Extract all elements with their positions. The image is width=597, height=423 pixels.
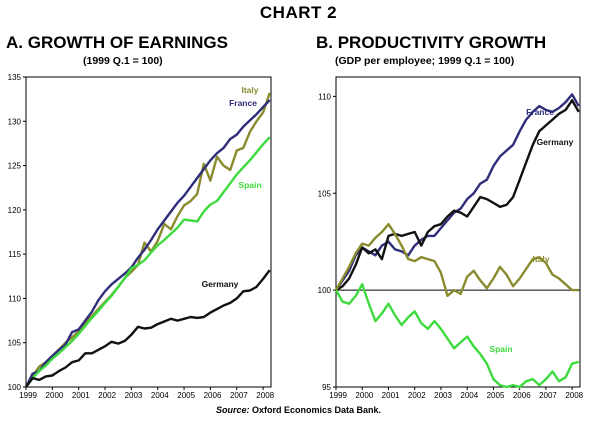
source-label: Source: [215, 405, 250, 415]
x-tick-label: 2000 [46, 391, 64, 400]
series-line-italy [334, 222, 579, 298]
plot-frame [25, 76, 272, 388]
series-label-spain: Spain [238, 180, 261, 190]
y-tick-label: 125 [8, 162, 22, 171]
x-tick-label: 2004 [460, 391, 478, 400]
series-line-germany [25, 269, 271, 388]
series-label-spain: Spain [489, 344, 512, 354]
y-tick-label: 100 [8, 383, 22, 392]
series-label-france: France [229, 98, 257, 108]
series-label-italy: Italy [241, 85, 258, 95]
y-tick-label: 105 [318, 189, 332, 198]
x-tick-label: 2002 [98, 391, 116, 400]
series-label-germany: Germany [202, 279, 239, 289]
x-tick-label: 2005 [177, 391, 195, 400]
x-tick-label: 2007 [230, 391, 248, 400]
source-text: Oxford Economics Data Bank. [251, 405, 382, 415]
x-tick-label: 2004 [151, 391, 169, 400]
y-tick-label: 100 [318, 286, 332, 295]
series-label-france: France [526, 107, 554, 117]
x-tick-label: 2008 [256, 391, 274, 400]
plot-frame [335, 76, 581, 388]
panel-b-title: B. PRODUCTIVITY GROWTH [316, 33, 547, 52]
series-line-germany [335, 99, 580, 292]
series-line-spain [25, 136, 271, 388]
x-tick-label: 2000 [355, 391, 373, 400]
series-label-italy: Italy [532, 254, 549, 264]
chart-heading: CHART 2 [259, 3, 338, 22]
x-tick-label: 1999 [329, 391, 347, 400]
y-tick-label: 105 [8, 339, 22, 348]
series-line-spain [334, 283, 580, 389]
panel-b-subtitle: (GDP per employee; 1999 Q.1 = 100) [335, 55, 515, 67]
series-label-germany: Germany [537, 137, 574, 147]
x-tick-label: 2005 [487, 391, 505, 400]
x-tick-label: 2001 [382, 391, 400, 400]
x-tick-label: 2003 [125, 391, 143, 400]
y-tick-label: 110 [8, 294, 21, 303]
source-note: Source: Oxford Economics Data Bank. [0, 405, 597, 415]
x-tick-label: 2008 [565, 391, 583, 400]
panel-a-title: A. GROWTH OF EARNINGS [6, 33, 228, 52]
y-tick-label: 115 [8, 250, 21, 259]
x-tick-label: 2001 [72, 391, 90, 400]
x-tick-label: 2003 [434, 391, 452, 400]
x-tick-label: 1999 [19, 391, 37, 400]
y-tick-label: 135 [8, 73, 22, 82]
panel-a-subtitle: (1999 Q.1 = 100) [83, 55, 163, 67]
y-tick-label: 110 [318, 92, 331, 101]
series-line-france [24, 99, 271, 388]
y-tick-label: 130 [8, 117, 22, 126]
x-tick-label: 2007 [539, 391, 557, 400]
y-tick-label: 120 [8, 206, 22, 215]
x-tick-label: 2006 [513, 391, 531, 400]
y-tick-label: 95 [322, 383, 331, 392]
x-tick-label: 2006 [204, 391, 222, 400]
x-tick-label: 2002 [408, 391, 426, 400]
